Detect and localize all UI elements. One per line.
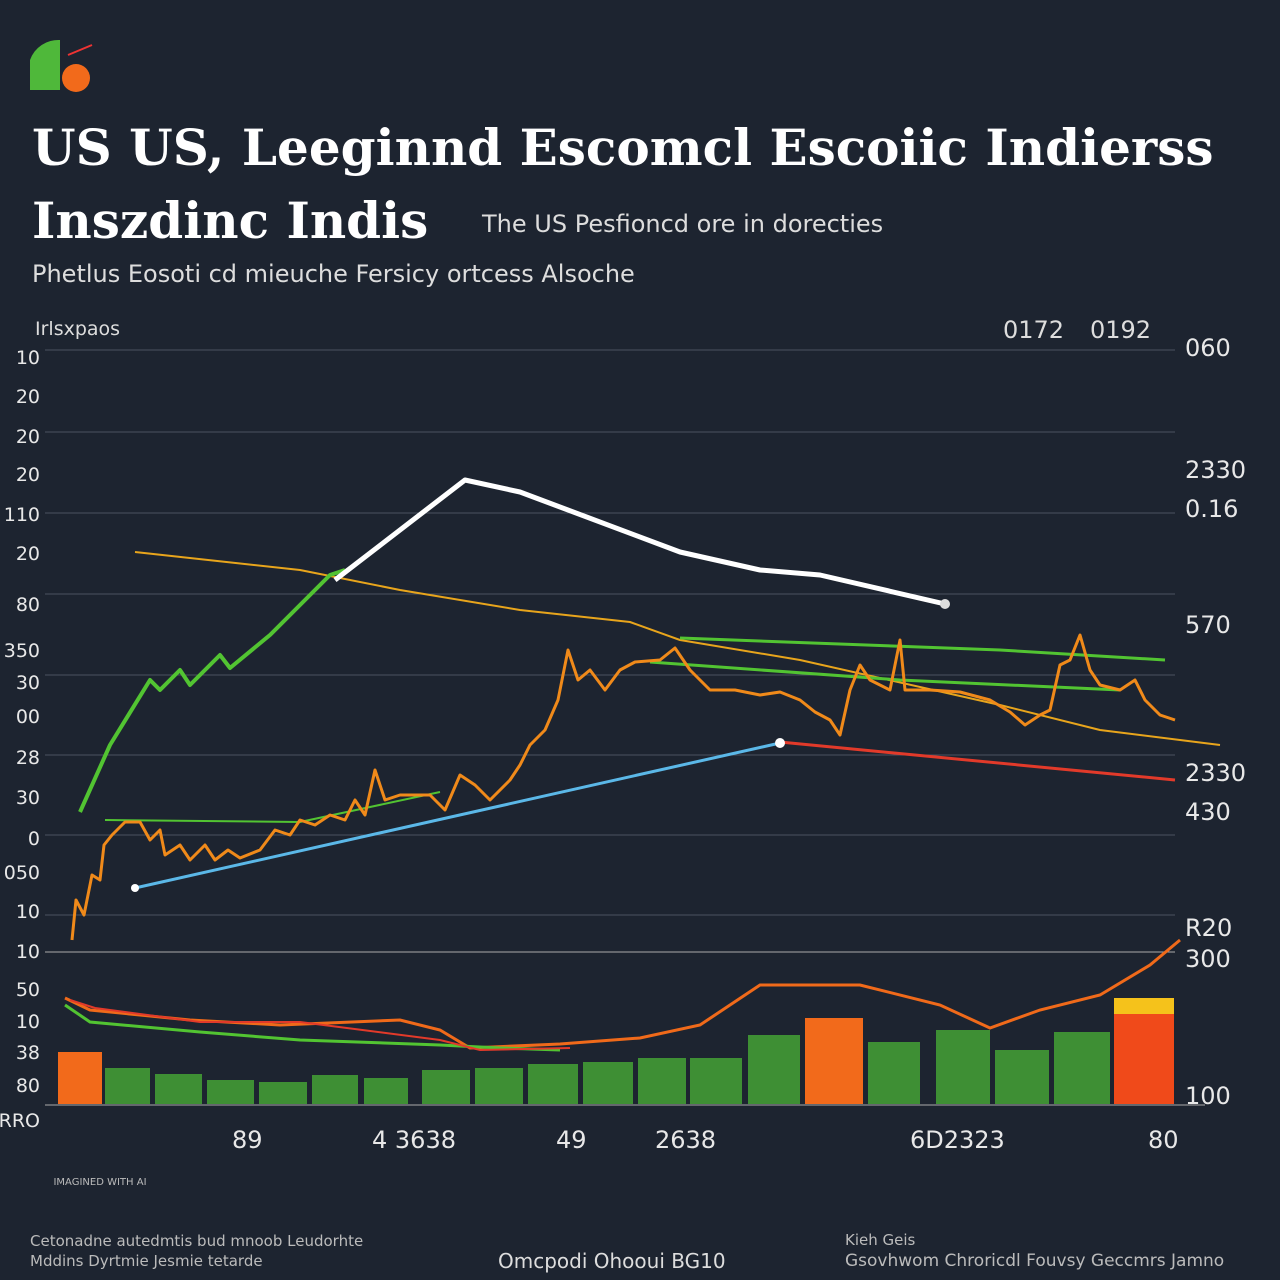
title: US US, Leeginnd Escomcl Escoiic Indierss [32, 118, 1214, 177]
y-tick-label: 10 [16, 347, 40, 369]
grid [45, 349, 1205, 1106]
y-tick-label: 20 [16, 464, 40, 486]
title: Inszdinc Indis [32, 191, 428, 250]
axis-title: Irlsxpaos [35, 318, 120, 340]
footer-text: Gsovhwom Chroricdl Fouvsy Geccmrs Jamno [845, 1251, 1224, 1271]
y-tick-label: 28 [16, 747, 40, 769]
x-tick-label: 4 3638 [372, 1126, 456, 1154]
x-tick-label: 2638 [655, 1126, 716, 1154]
x-tick-label: 80 [1148, 1126, 1179, 1154]
description: Phetlus Eosoti cd mieuche Fersicy ortces… [32, 260, 635, 288]
y2-tick-label: 100 [1185, 1082, 1231, 1110]
y-tick-label: 00 [16, 706, 40, 728]
y-tick-label: 10 [16, 941, 40, 963]
y-tick-label: 38 [16, 1042, 40, 1064]
y-tick-label: 0 [28, 828, 40, 850]
y-tick-label: 050 [4, 862, 40, 884]
y-tick-label: 50 [16, 979, 40, 1001]
y2-tick-label: 300 [1185, 945, 1231, 973]
y-tick-label: 10 [16, 901, 40, 923]
right-labels: 060 2330 0.16 570 2330 430 R20 300 100 [1185, 334, 1246, 1110]
y-tick-label: 30 [16, 787, 40, 809]
y-tick-label: 80 [16, 1075, 40, 1097]
y-tick-label: 30 [16, 672, 40, 694]
y-tick-label: 20 [16, 543, 40, 565]
y-tick-label: RRO [0, 1110, 40, 1132]
y2-tick-label: 2330 [1185, 759, 1246, 787]
footer-text: Omcpodi Ohooui BG10 [498, 1249, 726, 1273]
y2-tick-label: 430 [1185, 798, 1231, 826]
bars [58, 998, 1174, 1104]
y2-tick-label: 570 [1185, 611, 1231, 639]
y-tick-label: 20 [16, 386, 40, 408]
lower-lines [64, 938, 1181, 1052]
logo [30, 39, 93, 92]
footer-text: Kieh Geis [845, 1231, 916, 1249]
footer-text: Mddins Dyrtmie Jesmie tetarde [30, 1252, 263, 1270]
watermark: IMAGINED WITH AI [53, 1177, 146, 1188]
x-tick-label: 49 [556, 1126, 587, 1154]
y-tick-label: 20 [16, 426, 40, 448]
y-tick-label: 110 [4, 504, 40, 526]
y-tick-label: 80 [16, 594, 40, 616]
y-tick-label: 10 [16, 1011, 40, 1033]
lines [70, 477, 1221, 941]
y2-tick-label: 060 [1185, 334, 1231, 362]
y-tick-label: 350 [4, 640, 40, 662]
x-tick-label: 6D2323 [910, 1126, 1005, 1154]
x-tick-label: 89 [232, 1126, 263, 1154]
subtitle: The US Pesfioncd ore in dorecties [481, 210, 883, 238]
y2-tick-label: 2330 [1185, 456, 1246, 484]
y2-tick-label: 0.16 [1185, 495, 1238, 523]
top-label: 0192 [1090, 316, 1151, 344]
left-labels: 10 20 20 20 110 20 80 350 30 00 28 30 0 050 10 10 50 10 38… [0, 347, 40, 1132]
bottom-labels: 89 4 3638 49 2638 6D2323 80 [232, 1126, 1179, 1154]
footer-text: Cetonadne autedmtis bud mnoob Leudorhte [30, 1232, 363, 1250]
top-label: 0172 [1003, 316, 1064, 344]
y2-tick-label: R20 [1185, 914, 1232, 942]
